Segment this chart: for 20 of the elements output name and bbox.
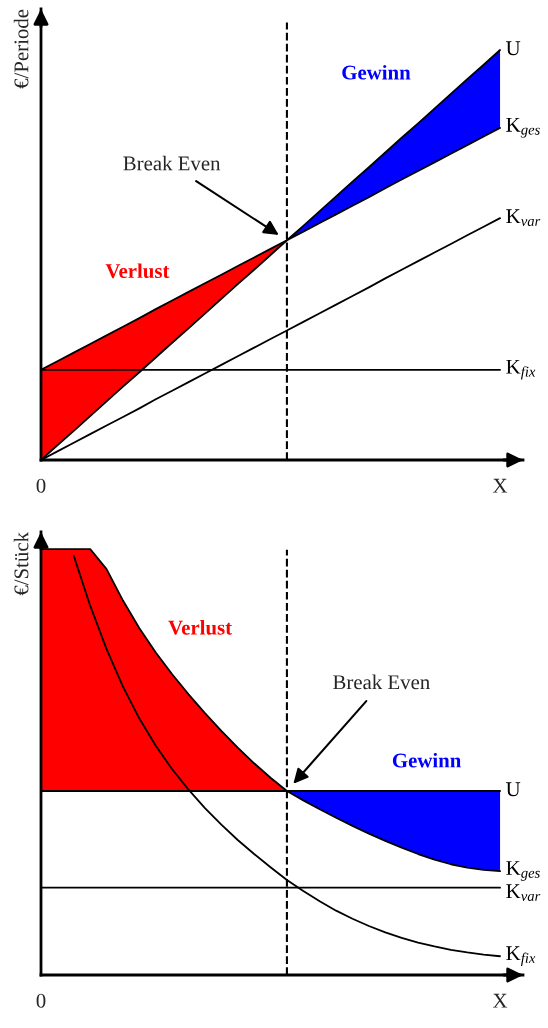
series-label: U bbox=[506, 41, 521, 56]
series-label: K$_{ges}$ bbox=[506, 861, 540, 881]
series-label: K$_{fix}$ bbox=[506, 946, 536, 966]
series-label: K$_{fix}$ bbox=[506, 359, 536, 380]
annotation: Verlust bbox=[168, 620, 232, 635]
annotation: Gewinn bbox=[392, 752, 462, 768]
y-axis-title: €/Periode bbox=[13, 9, 29, 89]
x-tick-label: 0 bbox=[36, 478, 46, 493]
annotation: Break Even bbox=[123, 155, 221, 171]
series-label: K$_{var}$ bbox=[506, 884, 541, 901]
annotation: Gewinn bbox=[342, 64, 411, 80]
x-tick-label: X bbox=[492, 993, 508, 1008]
series-label: K$_{ges}$ bbox=[506, 118, 540, 138]
annotation: Verlust bbox=[105, 263, 170, 279]
annotation: Break Even bbox=[333, 674, 430, 690]
y-axis-title: €/Stück bbox=[13, 532, 29, 596]
x-tick-label: X bbox=[492, 478, 508, 493]
series-label: U bbox=[506, 782, 521, 797]
series-label: K$_{var}$ bbox=[506, 209, 541, 227]
x-tick-label: 0 bbox=[36, 993, 46, 1008]
